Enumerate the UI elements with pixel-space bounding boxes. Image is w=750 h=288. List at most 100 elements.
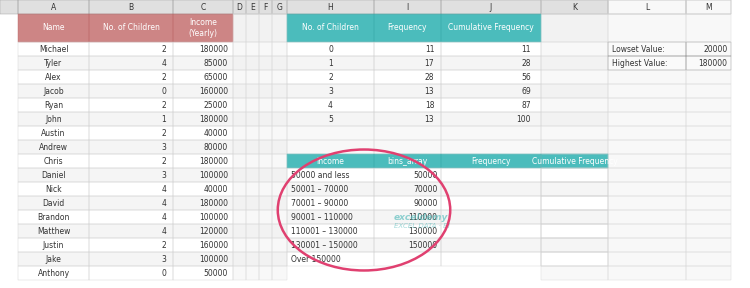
Text: 100000: 100000 [199, 170, 228, 179]
Bar [374, 196, 441, 210]
Bar [686, 252, 731, 266]
Bar [173, 252, 233, 266]
Bar [374, 84, 441, 98]
Text: Alex: Alex [45, 73, 62, 82]
Text: John: John [45, 115, 62, 124]
Bar [233, 266, 246, 280]
Bar [541, 112, 608, 126]
Bar [441, 56, 541, 70]
Bar [89, 252, 173, 266]
Bar [246, 14, 259, 42]
Bar [246, 0, 259, 14]
Bar [233, 126, 246, 140]
Bar [608, 252, 686, 266]
Bar [287, 168, 374, 182]
Bar [541, 140, 608, 154]
Bar [233, 42, 246, 56]
Bar [272, 98, 287, 112]
Text: 4: 4 [161, 58, 166, 67]
Bar [686, 182, 731, 196]
Bar [374, 98, 441, 112]
Bar [18, 112, 89, 126]
Bar [541, 252, 608, 266]
Text: Chris: Chris [44, 156, 63, 166]
Bar [608, 70, 686, 84]
Bar [89, 210, 173, 224]
Text: C: C [200, 3, 206, 12]
Text: exceldemy: exceldemy [394, 213, 448, 221]
Text: 50001 – 70000: 50001 – 70000 [291, 185, 349, 194]
Bar [541, 0, 608, 14]
Bar [173, 196, 233, 210]
Text: 13: 13 [424, 115, 434, 124]
Bar [374, 42, 441, 56]
Bar [89, 0, 173, 14]
Text: Anthony: Anthony [38, 268, 70, 278]
Bar [287, 196, 374, 210]
Bar [441, 14, 541, 42]
Bar [287, 210, 374, 224]
Text: Frequency: Frequency [471, 156, 511, 166]
Bar [272, 210, 287, 224]
Bar [608, 266, 686, 280]
Bar [233, 70, 246, 84]
Text: 50000 and less: 50000 and less [291, 170, 350, 179]
Bar [608, 0, 686, 14]
Bar [233, 140, 246, 154]
Bar [246, 238, 259, 252]
Bar [246, 98, 259, 112]
Text: 100000: 100000 [199, 213, 228, 221]
Bar [441, 154, 541, 168]
Bar [287, 112, 374, 126]
Text: B: B [128, 3, 133, 12]
Bar [686, 266, 731, 280]
Bar [287, 140, 374, 154]
Text: Income: Income [316, 156, 344, 166]
Bar [173, 210, 233, 224]
Bar [686, 84, 731, 98]
Bar [541, 238, 608, 252]
Bar [89, 42, 173, 56]
Bar [272, 14, 287, 42]
Bar [259, 140, 272, 154]
Bar [608, 224, 686, 238]
Bar [246, 56, 259, 70]
Bar [541, 196, 608, 210]
Bar [259, 0, 272, 14]
Text: 110000: 110000 [409, 213, 438, 221]
Bar [686, 0, 731, 14]
Bar [541, 70, 608, 84]
Bar [541, 0, 608, 14]
Bar [173, 56, 233, 70]
Bar [233, 266, 246, 280]
Bar [541, 112, 608, 126]
Bar [374, 168, 441, 182]
Bar [287, 70, 374, 84]
Bar [89, 14, 173, 42]
Bar [259, 70, 272, 84]
Text: 13: 13 [424, 86, 434, 96]
Bar [246, 224, 259, 238]
Bar [686, 84, 731, 98]
Bar [272, 182, 287, 196]
Bar [259, 196, 272, 210]
Bar [272, 154, 287, 168]
Bar [374, 98, 441, 112]
Text: Andrew: Andrew [39, 143, 68, 151]
Bar [18, 210, 89, 224]
Bar [18, 42, 89, 56]
Bar [272, 84, 287, 98]
Bar [173, 182, 233, 196]
Bar [233, 154, 246, 168]
Bar [89, 126, 173, 140]
Bar [173, 98, 233, 112]
Bar [686, 196, 731, 210]
Bar [272, 0, 287, 14]
Bar [374, 0, 441, 14]
Bar [272, 154, 287, 168]
Bar [272, 42, 287, 56]
Bar [287, 252, 374, 266]
Bar [259, 126, 272, 140]
Bar [272, 0, 287, 14]
Bar [246, 14, 259, 42]
